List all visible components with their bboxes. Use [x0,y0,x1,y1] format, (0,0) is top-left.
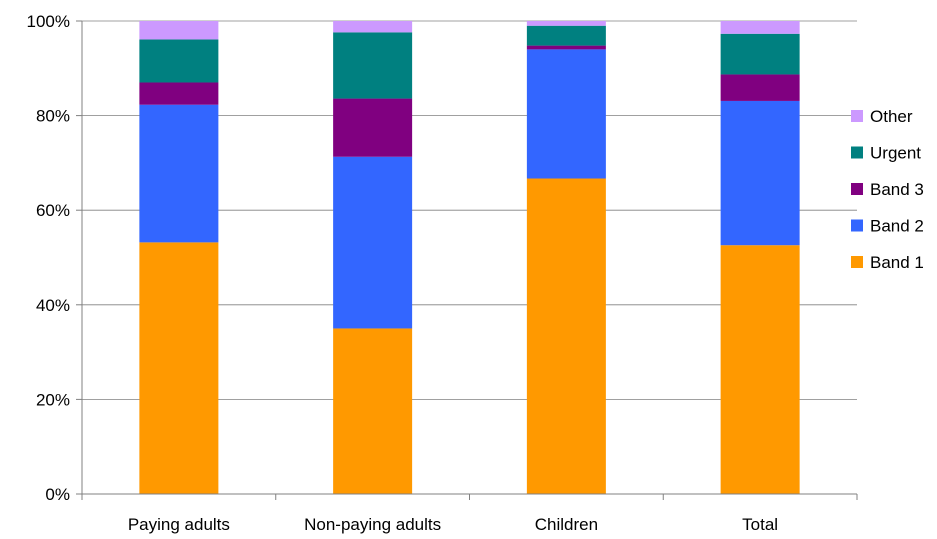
bar-segment-band-2 [526,49,606,179]
x-category-label: Children [535,515,598,534]
legend-label: Urgent [870,144,921,163]
bar-segment-other [526,21,606,26]
bar-segment-other [333,21,413,33]
bar-segment-urgent [720,33,800,75]
bars [139,21,800,494]
y-axis-ticks: 0% 20% 40% 60% 80% 100% [27,12,82,504]
legend: Other Urgent Band 3 Band 2 Band 1 [851,107,924,272]
bar-segment-other [720,21,800,34]
y-tick-label: 100% [27,12,70,31]
bar-segment-urgent [139,39,219,83]
bar-segment-band-1 [333,328,413,494]
x-category-label: Non-paying adults [304,515,441,534]
bar-segment-band-2 [139,104,219,243]
bar-segment-band-1 [139,242,219,494]
bar-segment-band-3 [333,98,413,157]
x-category-label: Total [742,515,778,534]
legend-label: Band 3 [870,180,924,199]
bar-segment-urgent [333,32,413,99]
y-tick-label: 20% [36,390,70,409]
bar-segment-band-3 [139,82,219,105]
bar-segment-band-3 [720,74,800,101]
y-tick-label: 40% [36,296,70,315]
bar-segment-band-2 [333,156,413,329]
y-tick-label: 0% [45,485,70,504]
y-tick-label: 80% [36,107,70,126]
x-category-label: Paying adults [128,515,230,534]
legend-swatch [851,110,863,122]
bar-segment-urgent [526,25,606,46]
legend-swatch [851,256,863,268]
legend-swatch [851,183,863,195]
legend-label: Band 2 [870,217,924,236]
bar-segment-band-2 [720,100,800,246]
x-axis-labels: Paying adults Non-paying adults Children To… [128,515,778,534]
legend-swatch [851,146,863,159]
axes [81,21,858,500]
bar-segment-band-1 [720,245,800,494]
bar-segment-band-1 [526,178,606,494]
legend-label: Band 1 [870,253,924,272]
bar-segment-band-3 [526,45,606,50]
legend-label: Other [870,107,913,126]
bar-segment-other [139,21,219,40]
y-tick-label: 60% [36,201,70,220]
legend-swatch [851,219,863,232]
